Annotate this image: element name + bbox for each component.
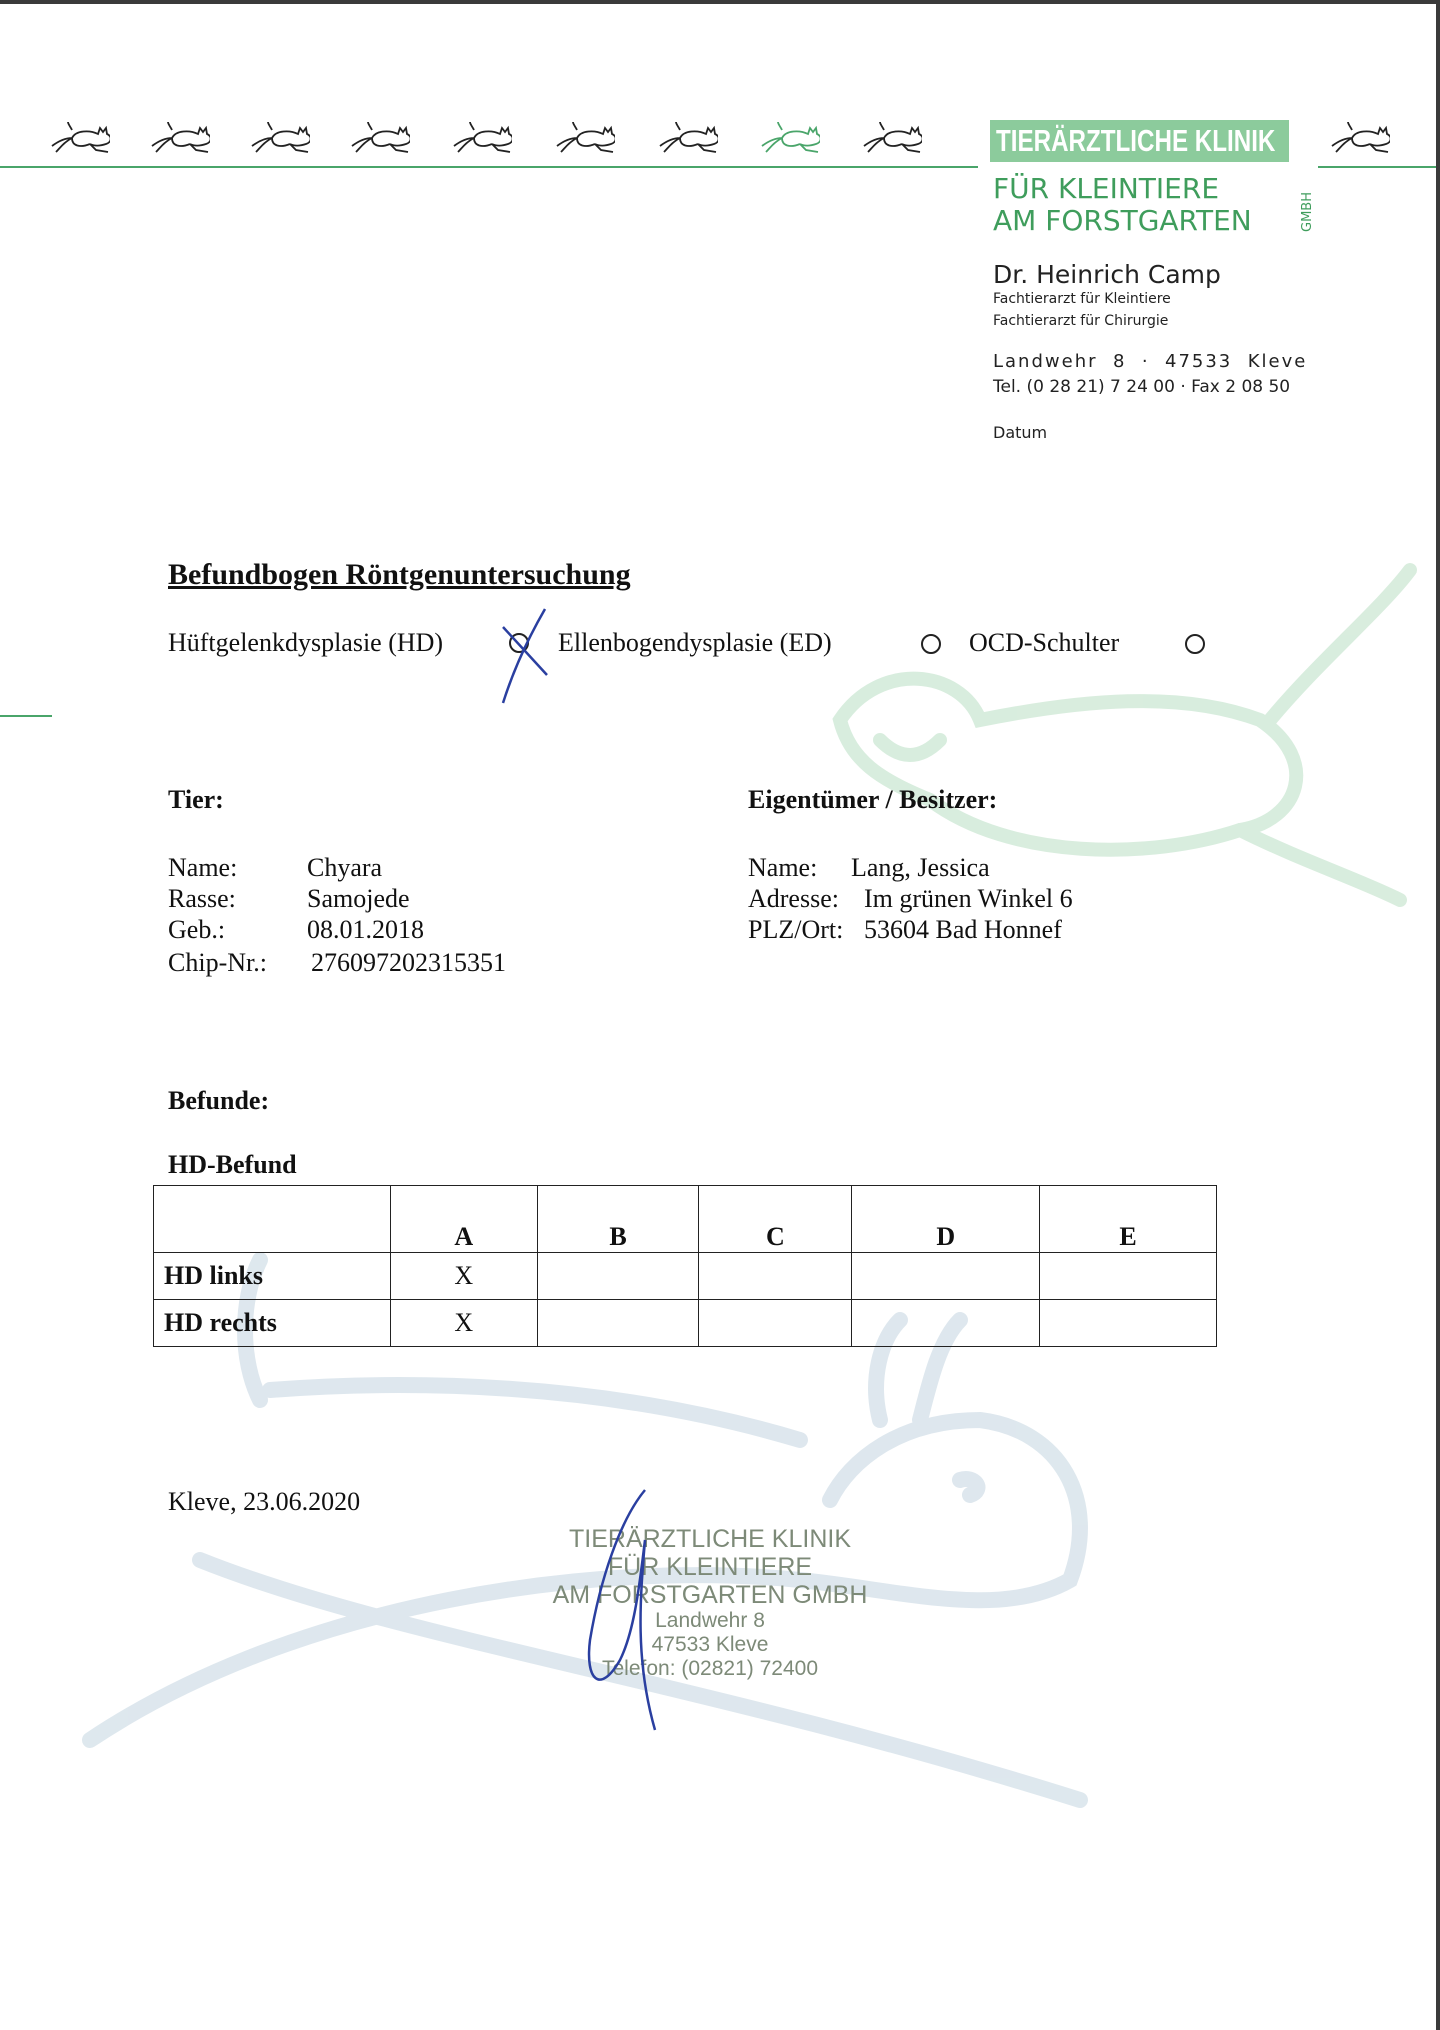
clinic-suffix: GMBH: [1300, 192, 1315, 232]
header-cell-a: A: [389, 1185, 538, 1253]
specialty-2: Fachtierarzt für Chirurgie: [993, 313, 1169, 329]
stamp-line: 47533 Kleve: [651, 1633, 769, 1656]
date-label: Datum: [993, 423, 1048, 442]
table-cell: X: [389, 1252, 538, 1300]
running-cat-icon: [556, 121, 615, 153]
stamp-line: Telefon: (02821) 72400: [602, 1657, 818, 1680]
scan-border-top: [0, 0, 1440, 4]
animal-breed-value: Samojede: [307, 884, 410, 913]
owner-name-value: Lang, Jessica: [851, 853, 990, 882]
header-cell-e: E: [1039, 1185, 1217, 1253]
option-ocd-radio[interactable]: [1185, 634, 1205, 654]
place-date: Kleve, 23.06.2020: [168, 1487, 361, 1516]
hd-findings-table: A B C D E HD links X HD rechts X: [153, 1185, 1217, 1347]
owner-address-label: Adresse:: [748, 884, 839, 913]
stamp-line: Landwehr 8: [655, 1609, 765, 1632]
animal-heading: Tier:: [168, 785, 224, 814]
clinic-address: Landwehr 8 · 47533 Kleve: [993, 351, 1308, 372]
option-hd[interactable]: Hüftgelenkdysplasie (HD): [168, 628, 443, 658]
table-cell: [698, 1252, 853, 1300]
animal-birth-label: Geb.:: [168, 915, 226, 944]
table-cell: [1039, 1299, 1217, 1347]
animal-birth-value: 08.01.2018: [307, 915, 424, 944]
option-ocd-label: OCD-Schulter: [969, 628, 1120, 657]
clinic-phone: Tel. (0 28 21) 7 24 00 · Fax 2 08 50: [993, 377, 1291, 397]
handwritten-signature: [587, 1489, 657, 1731]
owner-heading: Eigentümer / Besitzer:: [748, 785, 998, 814]
running-cat-icon: [1331, 121, 1390, 153]
table-cell: [851, 1252, 1041, 1300]
clinic-name-line2: FÜR KLEINTIERE: [993, 172, 1220, 205]
table-cell: X: [389, 1299, 538, 1347]
form-title: Befundbogen Röntgenuntersuchung: [168, 558, 631, 591]
option-ed[interactable]: Ellenbogendysplasie (ED): [558, 628, 832, 658]
animal-breed-label: Rasse:: [168, 884, 236, 913]
animal-name-value: Chyara: [307, 853, 383, 882]
header-cell: [153, 1185, 391, 1253]
option-hd-label: Hüftgelenkdysplasie (HD): [168, 628, 444, 657]
clinic-logo: TIERÄRZTLICHE KLINIK: [990, 120, 1289, 162]
stamp-line: TIERÄRZTLICHE KLINIK: [569, 1525, 851, 1553]
running-cat-icon: [51, 121, 110, 153]
running-cat-icon: [251, 121, 310, 153]
table-cell: [536, 1299, 700, 1347]
stamp-line: AM FORSTGARTEN GMBH: [552, 1581, 868, 1609]
running-cat-icon: [863, 121, 922, 153]
clinic-name-line1: TIERÄRZTLICHE KLINIK: [996, 123, 1276, 158]
animal-name-label: Name:: [168, 853, 238, 882]
animal-chip-label: Chip-Nr.:: [168, 948, 267, 977]
clinic-name-line3: AM FORSTGARTEN: [993, 204, 1252, 237]
header-rule-left: [0, 166, 978, 168]
running-cat-icon: [151, 121, 210, 153]
owner-city-label: PLZ/Ort:: [748, 915, 844, 944]
specialty-1: Fachtierarzt für Kleintiere: [993, 291, 1171, 307]
running-cat-icon: [761, 121, 820, 153]
option-ed-radio[interactable]: [921, 634, 941, 654]
scan-border-right: [1436, 0, 1440, 2030]
option-ed-label: Ellenbogendysplasie (ED): [558, 628, 832, 657]
header-rule-right: [1318, 166, 1436, 168]
option-ocd[interactable]: OCD-Schulter: [969, 628, 1119, 658]
table-cell: [698, 1299, 853, 1347]
table-row: HD rechts X: [153, 1299, 1217, 1347]
header-cell-b: B: [536, 1185, 700, 1253]
option-hd-checkbox-checked[interactable]: [495, 605, 555, 705]
running-cat-icon: [351, 121, 410, 153]
row-label: HD rechts: [153, 1299, 391, 1347]
fold-mark: [0, 715, 52, 717]
findings-heading: Befunde:: [168, 1086, 270, 1115]
header-cell-d: D: [851, 1185, 1041, 1253]
running-cat-icon: [659, 121, 718, 153]
table-cell: [536, 1252, 700, 1300]
animal-chip-value: 276097202315351: [311, 948, 506, 977]
owner-name-label: Name:: [748, 853, 818, 882]
table-row: HD links X: [153, 1252, 1217, 1300]
header-cell-c: C: [698, 1185, 853, 1253]
table-cell: [851, 1299, 1041, 1347]
owner-city-value: 53604 Bad Honnef: [864, 915, 1062, 944]
hd-findings-heading: HD-Befund: [168, 1150, 297, 1179]
owner-address-value: Im grünen Winkel 6: [864, 884, 1073, 913]
table-header-row: A B C D E: [153, 1185, 1217, 1253]
row-label: HD links: [153, 1252, 391, 1300]
table-cell: [1039, 1252, 1217, 1300]
running-cat-icon: [453, 121, 512, 153]
doctor-name: Dr. Heinrich Camp: [993, 260, 1221, 289]
